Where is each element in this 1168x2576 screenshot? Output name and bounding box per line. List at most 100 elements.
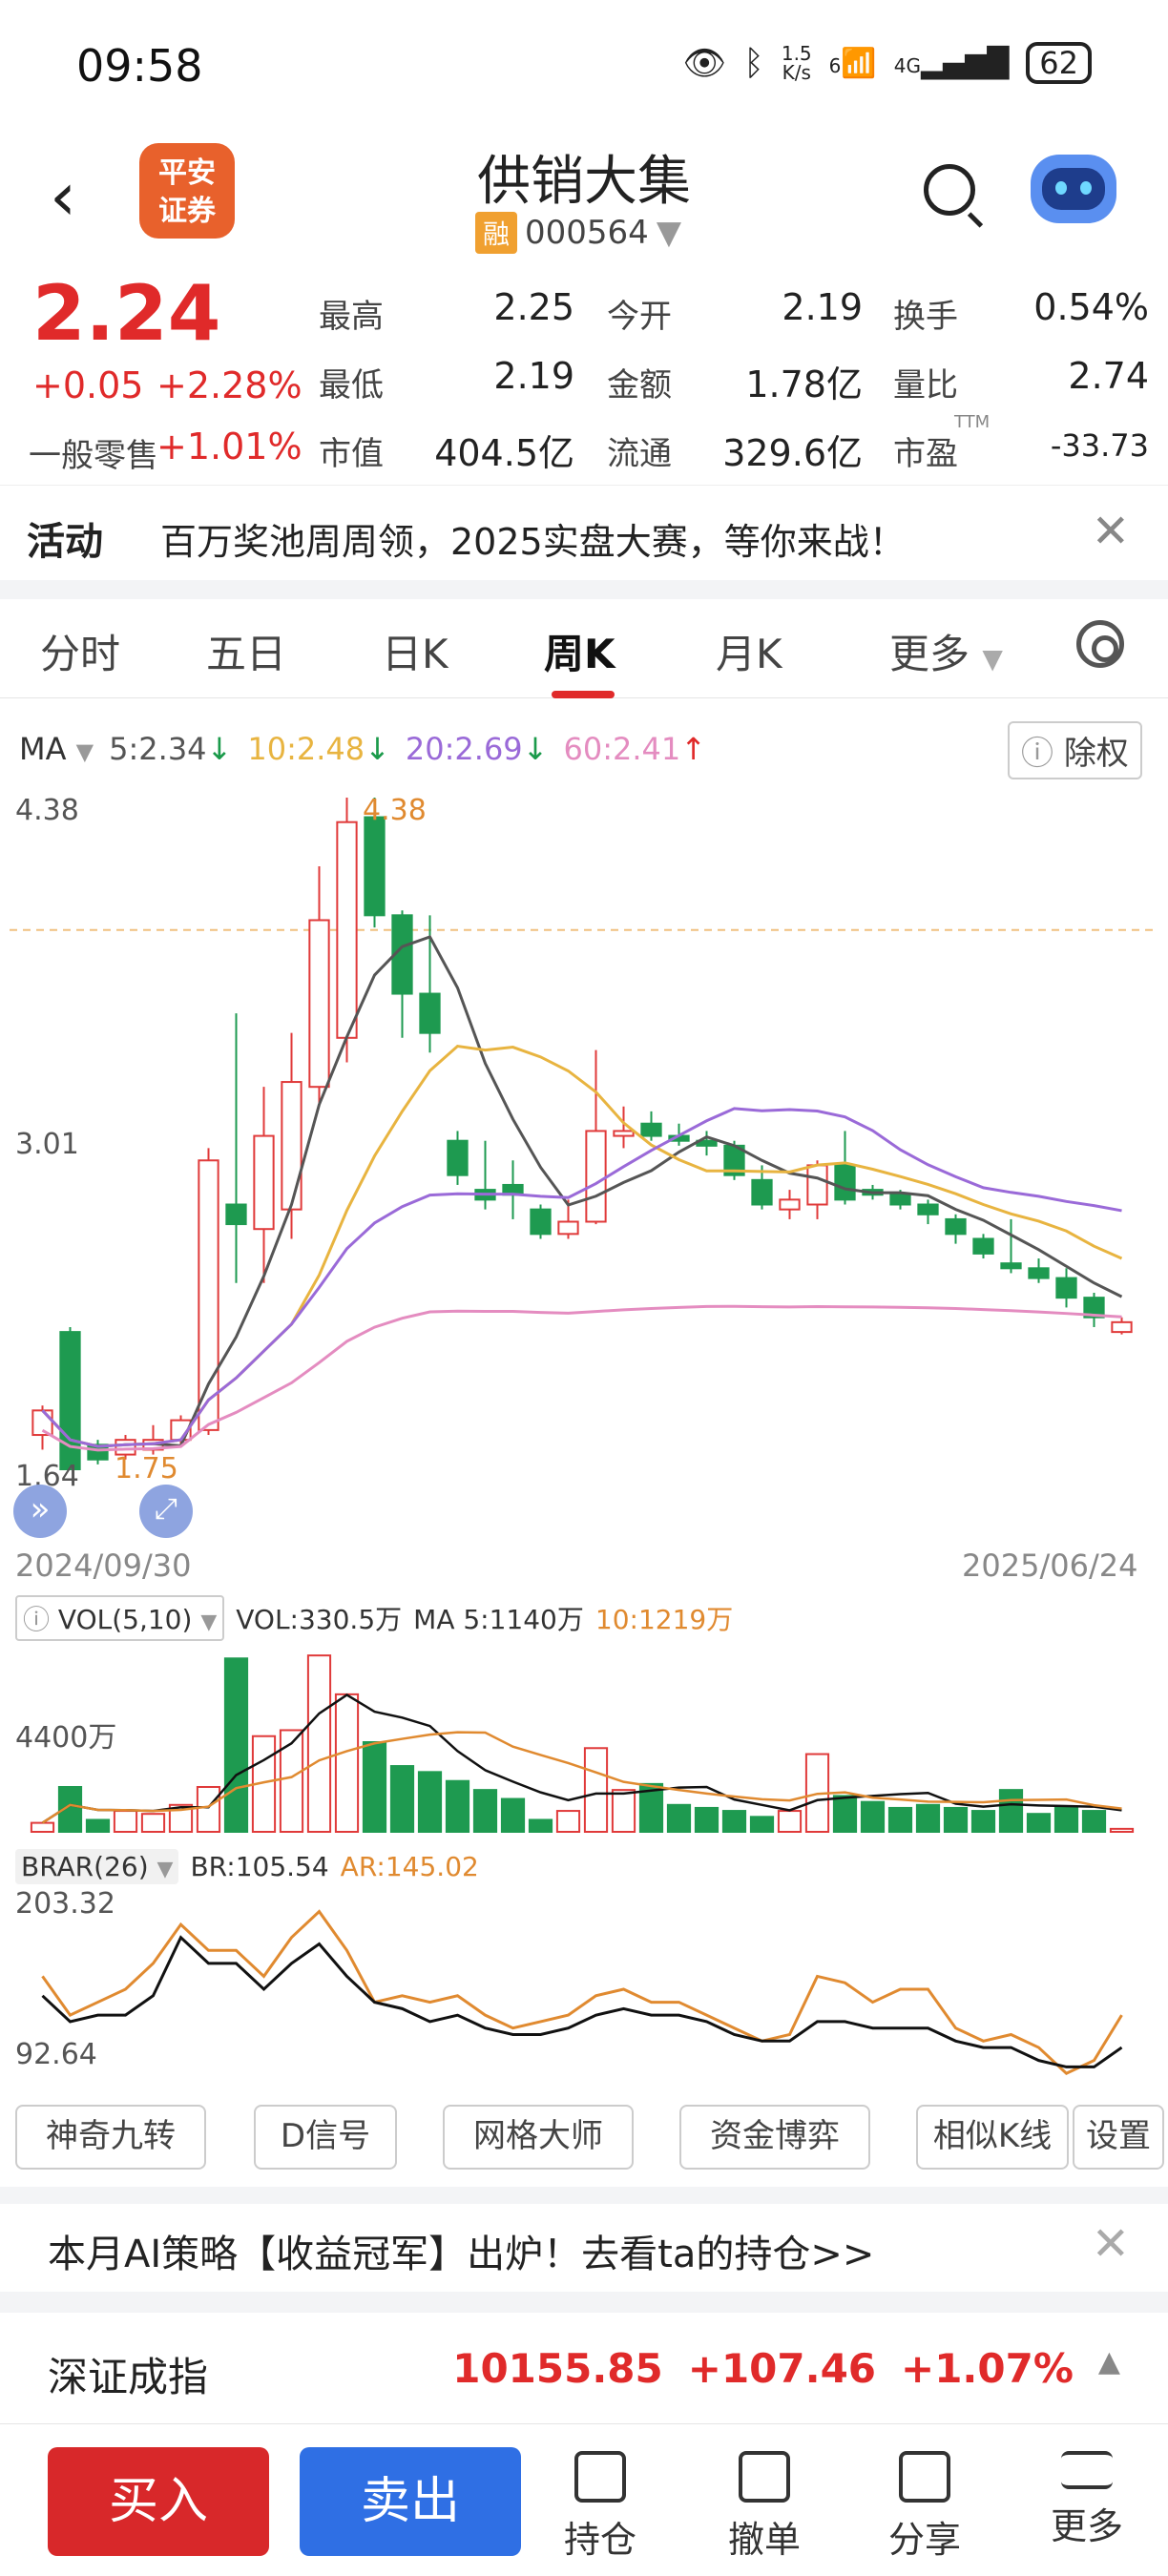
volume-bar: [943, 1806, 969, 1833]
tool-similar-k-button[interactable]: 相似K线: [916, 2105, 1069, 2170]
ma20-text: 20:2.69: [405, 731, 523, 767]
settings-gear-icon[interactable]: [1076, 620, 1124, 668]
mcap-label: 市值: [319, 435, 384, 473]
volume-bar: [970, 1810, 996, 1833]
ai-robot-icon[interactable]: [1031, 155, 1116, 223]
net-speed-unit: K/s: [782, 61, 811, 84]
status-icons: 👁 ᛒ 1.5 K/s 6📶 4G▂▄▆█ 62: [683, 42, 1092, 84]
period-tabs: 分时 五日 日K 周K 月K 更多 ▼: [0, 599, 1168, 698]
more-button[interactable]: 更多: [1034, 2451, 1139, 2549]
ai-banner-text[interactable]: 本月AI策略【收益冠军】出炉！去看ta的持仓>>: [48, 2233, 875, 2276]
dropdown-arrow-icon: ▼: [200, 1610, 218, 1634]
menu-icon: [1061, 2451, 1113, 2489]
brar-y-top: 203.32: [15, 1887, 115, 1921]
brar-chart[interactable]: [0, 1889, 1168, 2089]
expand-up-icon[interactable]: ▲: [1097, 2345, 1120, 2379]
tool-nine-turn-button[interactable]: 神奇九转: [15, 2105, 206, 2170]
candle-down: [1055, 1277, 1077, 1299]
tab-more-label: 更多: [889, 631, 970, 677]
tool-settings-button[interactable]: 设置: [1073, 2105, 1164, 2170]
sell-button[interactable]: 卖出: [300, 2447, 521, 2556]
fullscreen-icon[interactable]: ⤢: [139, 1485, 193, 1538]
ma-selector[interactable]: MA ▼: [19, 731, 94, 767]
activity-banner[interactable]: 活动 百万奖池周周领，2025实盘大赛，等你来战！ ✕: [0, 485, 1168, 580]
tab-intraday[interactable]: 分时: [40, 631, 121, 677]
dropdown-arrow-icon: ▼: [75, 738, 94, 765]
ai-strategy-banner[interactable]: 本月AI策略【收益冠军】出炉！去看ta的持仓>> ✕: [0, 2204, 1168, 2290]
tool-fund-game-button[interactable]: 资金博弈: [679, 2105, 870, 2170]
vol-ma10: 10:1219万: [594, 1604, 734, 1635]
bottom-toolbar: 买入 卖出 持仓 撤单 分享 更多: [0, 2423, 1168, 2576]
stock-name: 供销大集: [477, 151, 691, 213]
tool-grid-master-button[interactable]: 网格大师: [443, 2105, 634, 2170]
holdings-button[interactable]: 持仓: [548, 2451, 653, 2563]
close-icon[interactable]: ✕: [1091, 2217, 1130, 2271]
float-value: 329.6亿: [722, 432, 863, 474]
logo-text-top: 平安: [158, 156, 216, 190]
candle-up: [253, 1134, 275, 1231]
candlestick-chart[interactable]: [0, 763, 1168, 1584]
tab-monthly-k[interactable]: 月K: [716, 631, 782, 677]
share-button[interactable]: 分享: [872, 2451, 977, 2563]
volume-bar: [1053, 1806, 1079, 1833]
volume-chart[interactable]: [0, 1637, 1168, 1838]
net-speed: 1.5 K/s: [782, 44, 812, 82]
tool-d-signal-button[interactable]: D信号: [254, 2105, 397, 2170]
expand-icon[interactable]: »: [13, 1485, 67, 1538]
candle-up: [308, 919, 330, 1089]
brar-selector[interactable]: BRAR(26) ▼: [15, 1849, 179, 1884]
min-marker-label: 1.75: [115, 1452, 178, 1485]
tab-weekly-k[interactable]: 周K: [544, 631, 615, 677]
tab-more[interactable]: 更多 ▼: [889, 622, 1003, 680]
down-arrow-icon: ↓: [522, 731, 549, 767]
back-arrow-icon[interactable]: ‹: [50, 157, 76, 236]
cancel-order-icon: [739, 2451, 790, 2503]
br-value: BR:105.54: [190, 1851, 329, 1882]
vol-ma5: MA 5:1140万: [413, 1604, 584, 1635]
sector-label[interactable]: 一般零售: [29, 437, 158, 475]
tab-daily-k[interactable]: 日K: [382, 631, 448, 677]
volume-bar: [1081, 1810, 1107, 1833]
volume-bar: [998, 1789, 1024, 1833]
status-bar: 09:58 👁 ᛒ 1.5 K/s 6📶 4G▂▄▆█ 62: [0, 0, 1168, 134]
candle-up: [806, 1164, 828, 1206]
search-icon[interactable]: [924, 164, 975, 216]
ar-line: [41, 1909, 1123, 2076]
volume-ma-line: [41, 1693, 1122, 1824]
active-tab-indicator: [552, 691, 615, 698]
candle-down: [530, 1208, 552, 1236]
volume-bar: [57, 1786, 83, 1833]
candle-down: [889, 1194, 911, 1206]
x-axis-start-label: 2024/09/30: [15, 1548, 192, 1584]
brar-y-low: 92.64: [15, 2038, 97, 2071]
volume-bar: [887, 1806, 913, 1833]
vol-selector[interactable]: ⓘ VOL(5,10) ▼: [15, 1595, 225, 1641]
volume-bar: [749, 1816, 775, 1833]
ex-rights-button[interactable]: ⓘ 除权: [1008, 721, 1142, 779]
share-icon: [899, 2451, 950, 2503]
ma10-text: 10:2.48: [247, 731, 365, 767]
activity-text[interactable]: 百万奖池周周领，2025实盘大赛，等你来战！: [160, 521, 906, 563]
volume-bar: [279, 1729, 304, 1833]
vol-label: VOL(5,10): [57, 1604, 193, 1635]
candle-down: [419, 992, 441, 1034]
pe-ttm-sup: TTM: [954, 412, 991, 432]
cancel-order-button[interactable]: 撤单: [712, 2451, 817, 2563]
index-name: 深证成指: [48, 2354, 209, 2400]
volume-bar: [140, 1813, 166, 1833]
close-icon[interactable]: ✕: [1091, 505, 1130, 558]
index-ticker[interactable]: 深证成指 10155.85 +107.46 +1.07% ▲: [0, 2313, 1168, 2421]
price-change: +0.05: [32, 364, 144, 406]
stock-code-selector[interactable]: 融 000564 ▼: [475, 212, 681, 254]
volume-bar: [860, 1800, 886, 1834]
volume-bar: [500, 1797, 526, 1834]
buy-button[interactable]: 买入: [48, 2447, 269, 2556]
signal-4g-label: 4G: [893, 53, 921, 77]
volume-bar: [528, 1818, 553, 1833]
activity-tag: 活动: [27, 520, 103, 564]
ma-line-ma5: [41, 935, 1123, 1448]
index-value: 10155.85: [452, 2345, 663, 2392]
dropdown-arrow-icon: ▼: [156, 1858, 174, 1881]
tab-five-day[interactable]: 五日: [206, 631, 287, 677]
volume-bar: [306, 1654, 332, 1834]
